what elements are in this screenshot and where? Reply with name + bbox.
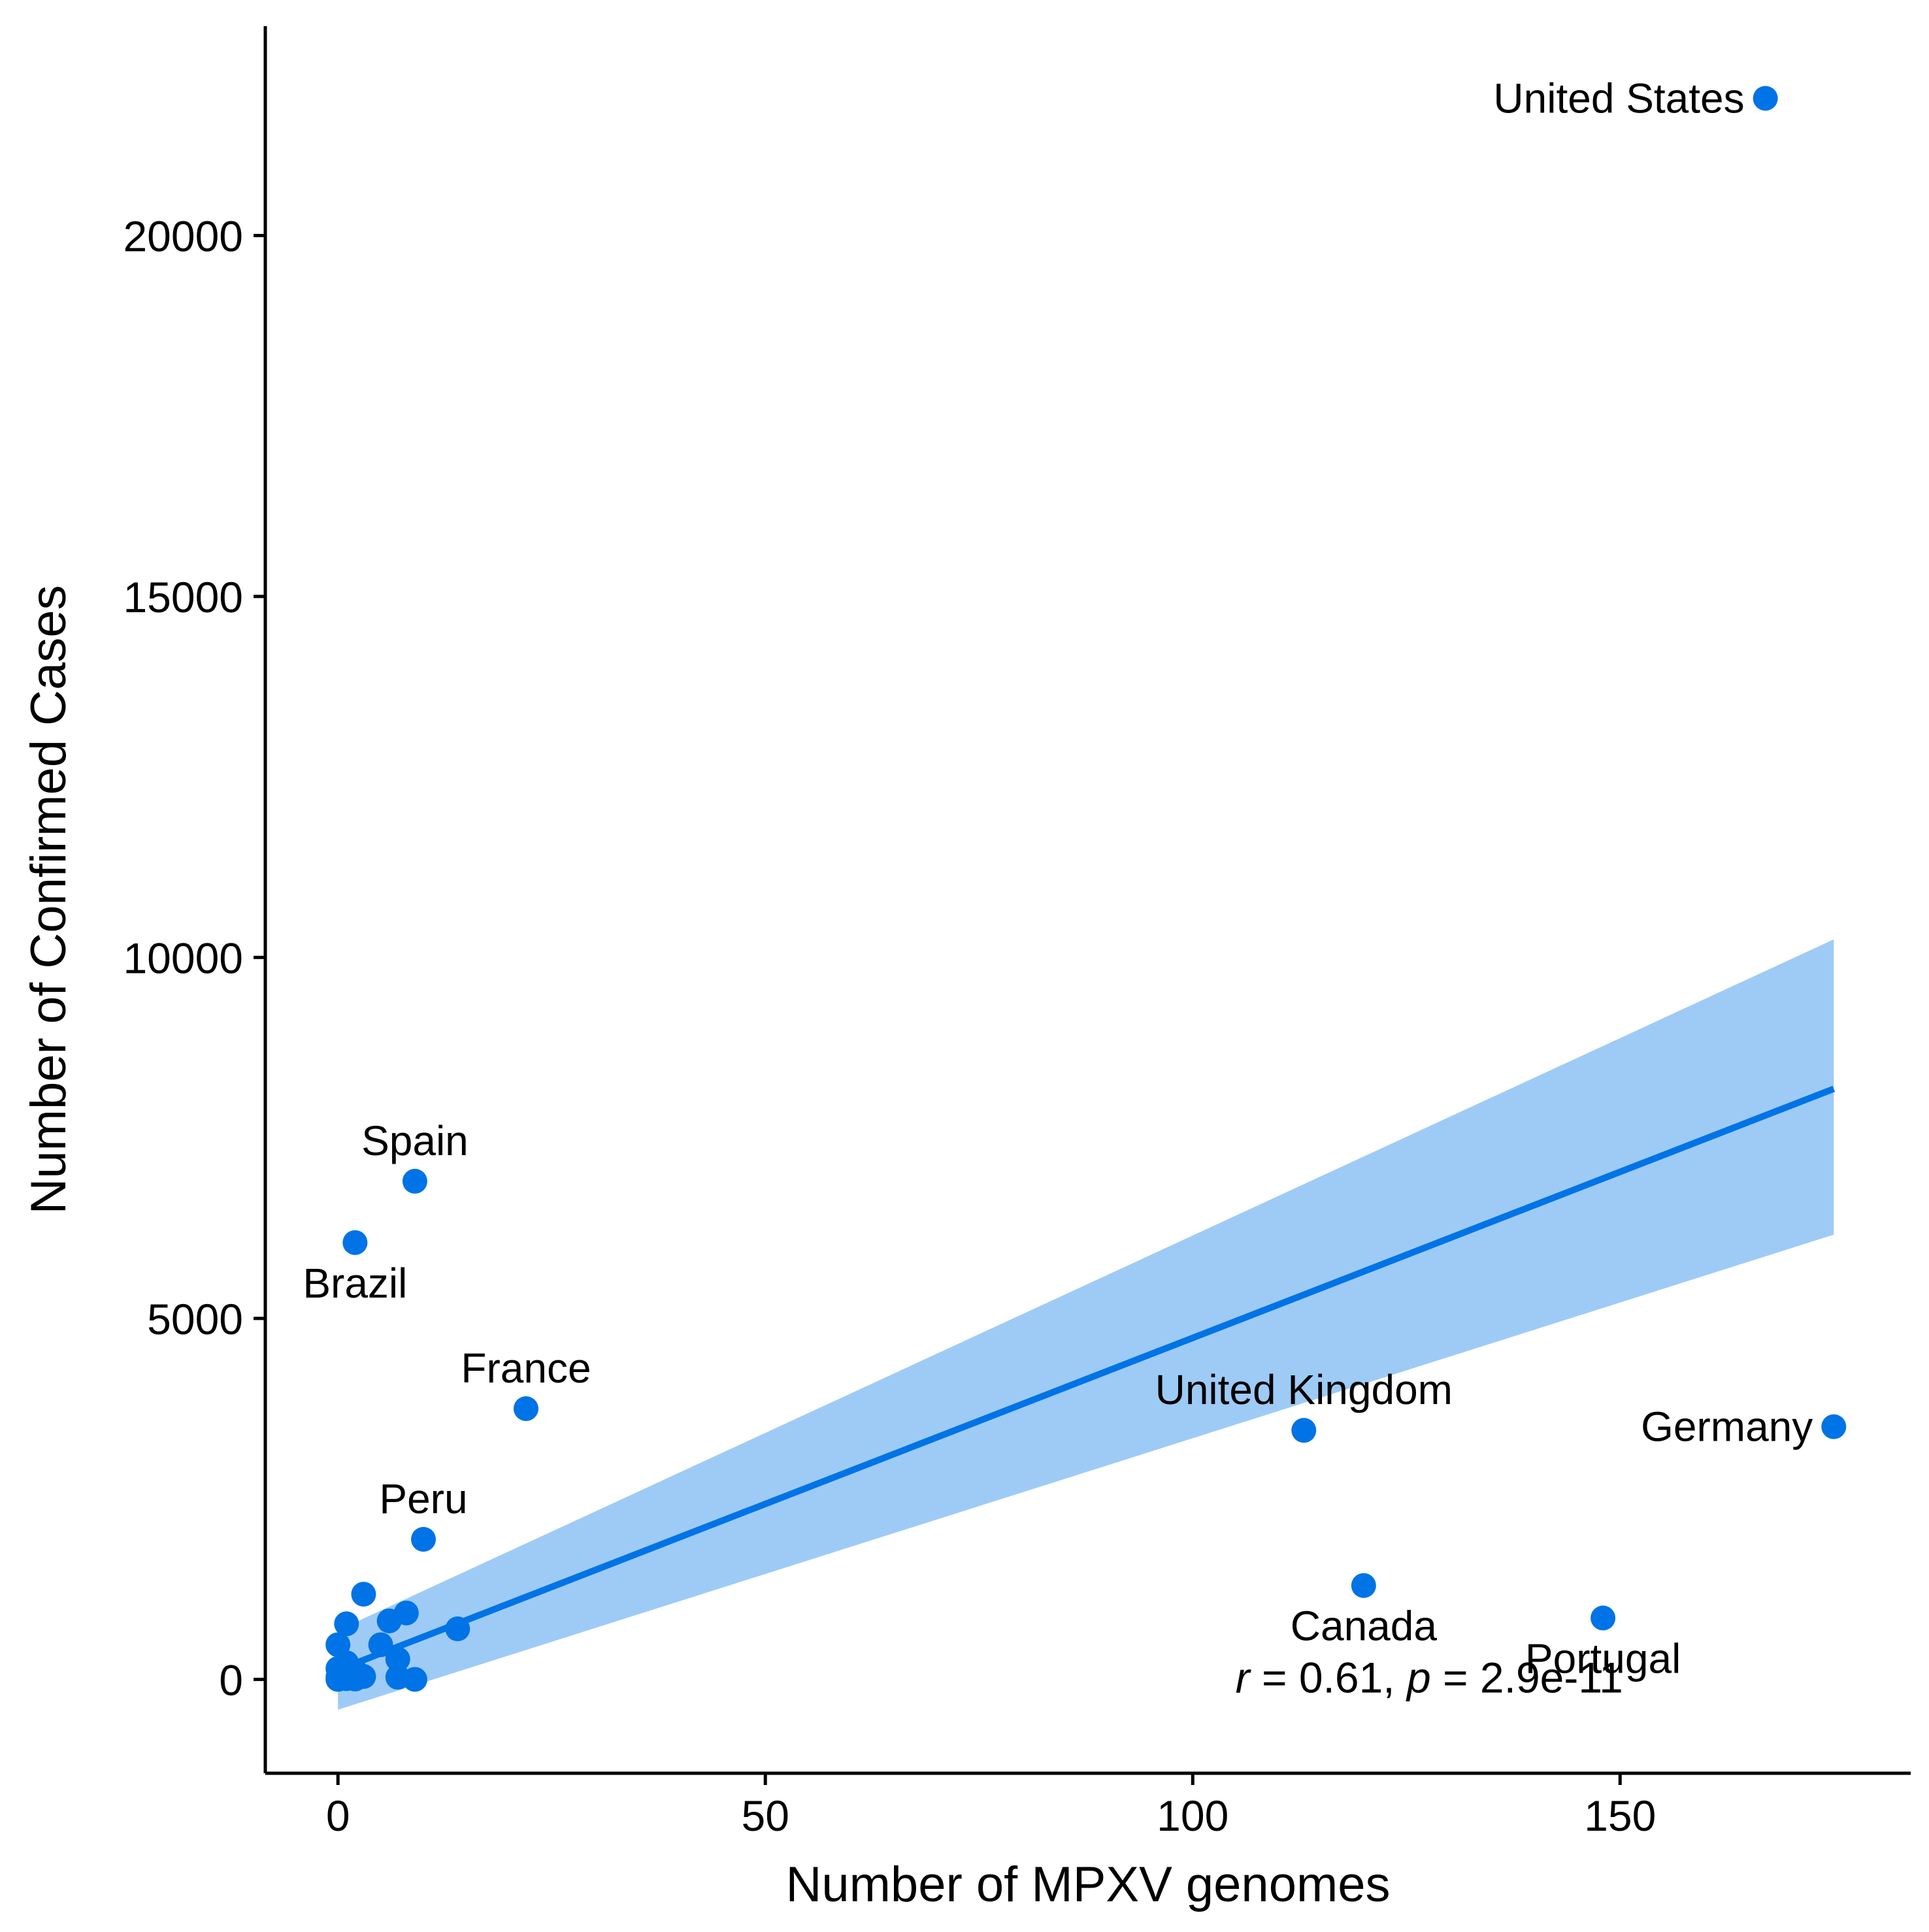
y-tick-label: 15000 xyxy=(123,573,243,621)
data-point xyxy=(1753,86,1778,111)
x-tick-label: 150 xyxy=(1584,1792,1656,1840)
x-tick-label: 50 xyxy=(741,1792,789,1840)
data-point xyxy=(1351,1573,1376,1598)
confidence-band xyxy=(338,939,1834,1710)
data-point xyxy=(385,1646,410,1672)
point-label: Peru xyxy=(379,1475,467,1522)
point-label: France xyxy=(461,1345,591,1392)
y-tick-label: 0 xyxy=(219,1656,243,1704)
data-points-layer xyxy=(325,86,1847,1692)
x-tick-label: 0 xyxy=(326,1792,350,1840)
y-tick-label: 10000 xyxy=(123,934,243,982)
data-point xyxy=(1821,1414,1847,1439)
x-tick-label: 100 xyxy=(1157,1792,1228,1840)
data-point xyxy=(368,1632,393,1658)
stat-annotation-layer: r = 0.61, p = 2.9e-11 xyxy=(1236,1653,1623,1701)
data-point xyxy=(402,1667,427,1692)
y-tick-label: 5000 xyxy=(147,1295,243,1343)
point-labels-layer: United States Spain Brazil France United Kin… xyxy=(303,74,1813,1682)
point-label: United States xyxy=(1493,74,1744,122)
point-label: Germany xyxy=(1641,1403,1813,1450)
p-value: = 2.9e-11 xyxy=(1431,1653,1623,1701)
point-label: Spain xyxy=(361,1117,469,1164)
point-label: United Kingdom xyxy=(1155,1366,1453,1413)
data-point xyxy=(376,1608,402,1633)
correlation-annotation: r = 0.61, p = 2.9e-11 xyxy=(1236,1653,1623,1701)
point-label: Portugal xyxy=(1525,1635,1681,1682)
data-point xyxy=(342,1230,368,1255)
r-value: = 0.61, xyxy=(1250,1653,1407,1701)
point-label: Canada xyxy=(1291,1603,1438,1650)
data-point xyxy=(351,1581,376,1607)
confidence-band-layer xyxy=(338,939,1834,1710)
data-point xyxy=(410,1526,436,1552)
data-point xyxy=(334,1611,359,1637)
r-symbol: r xyxy=(1236,1653,1252,1701)
axes-layer: 0 50 100 150 0 5000 10000 15000 20000 Number of M… xyxy=(21,26,1911,1912)
y-axis-title: Number of Confirmed Cases xyxy=(21,585,76,1214)
data-point xyxy=(402,1168,427,1194)
data-point xyxy=(445,1616,470,1642)
data-point xyxy=(513,1396,538,1421)
data-point xyxy=(325,1667,351,1692)
p-symbol: p xyxy=(1406,1653,1431,1701)
data-point xyxy=(1591,1605,1616,1631)
regression-line-layer xyxy=(337,1085,1836,1673)
data-point xyxy=(1291,1418,1317,1443)
y-tick-label: 20000 xyxy=(123,212,243,260)
regression-line xyxy=(337,1085,1836,1673)
x-axis-title: Number of MPXV genomes xyxy=(785,1857,1390,1912)
point-label: Brazil xyxy=(303,1260,407,1307)
